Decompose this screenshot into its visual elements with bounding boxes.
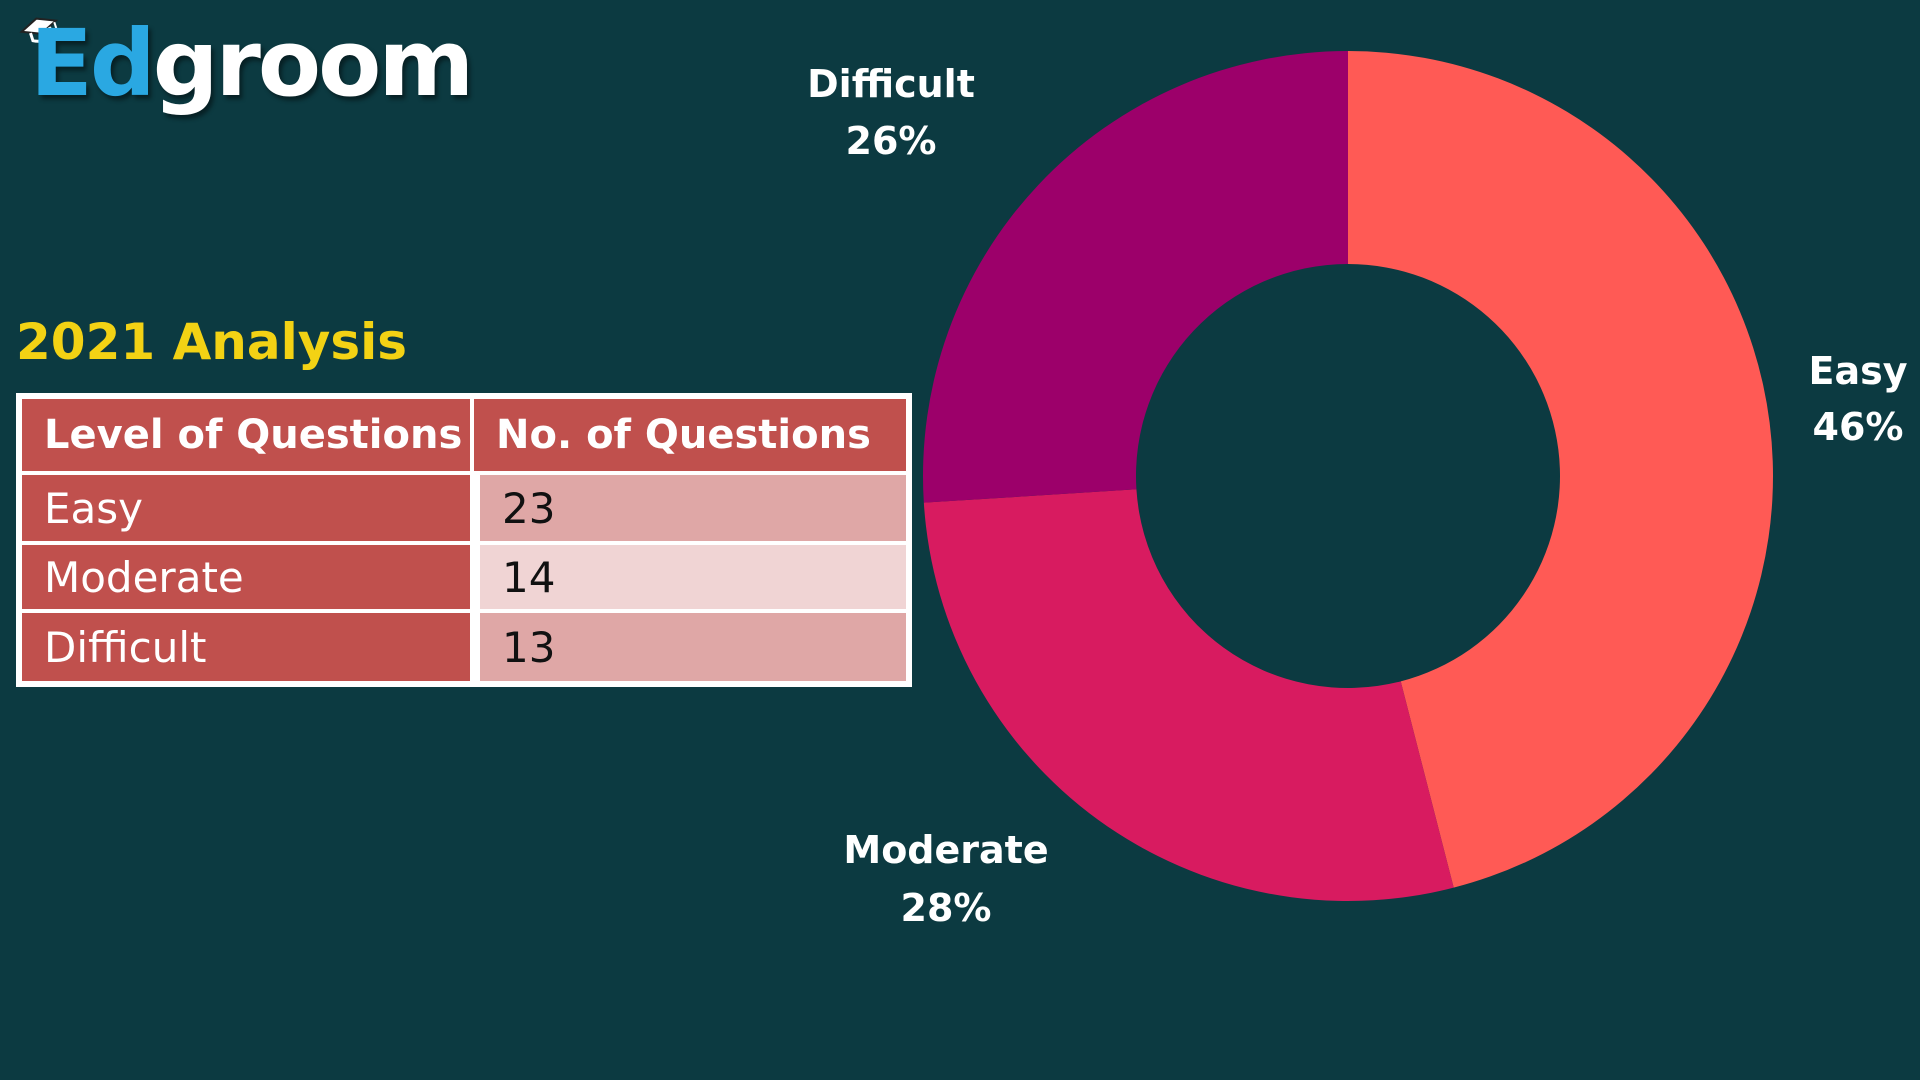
slice-label-difficult: Difficult [807, 62, 975, 106]
brand-logo: Edgroom [30, 18, 474, 110]
table-row-moderate-count: 14 [480, 545, 906, 609]
questions-table: Level of Questions No. of Questions Easy… [16, 393, 912, 687]
donut-slice-difficult [923, 51, 1348, 503]
slice-label-easy: Easy [1809, 349, 1908, 393]
brand-logo-part1: Ed [30, 10, 156, 117]
section-title: 2021 Analysis [16, 313, 407, 371]
slice-value-moderate: 28% [901, 886, 992, 930]
table-header-count: No. of Questions [474, 399, 906, 471]
slice-value-difficult: 26% [846, 119, 937, 163]
donut-slice-easy [1348, 51, 1773, 888]
donut-slice-moderate [923, 489, 1454, 901]
slice-value-easy: 46% [1813, 405, 1904, 449]
table-row-moderate-level: Moderate [22, 545, 470, 609]
brand-logo-part2: groom [152, 10, 474, 117]
table-row-easy-level: Easy [22, 475, 470, 541]
table-row-easy-count: 23 [480, 475, 906, 541]
slice-label-moderate: Moderate [843, 828, 1048, 872]
table-row-difficult-count: 13 [480, 613, 906, 681]
graduation-cap-icon [19, 17, 59, 43]
table-header-level: Level of Questions [22, 399, 470, 471]
table-row-difficult-level: Difficult [22, 613, 470, 681]
